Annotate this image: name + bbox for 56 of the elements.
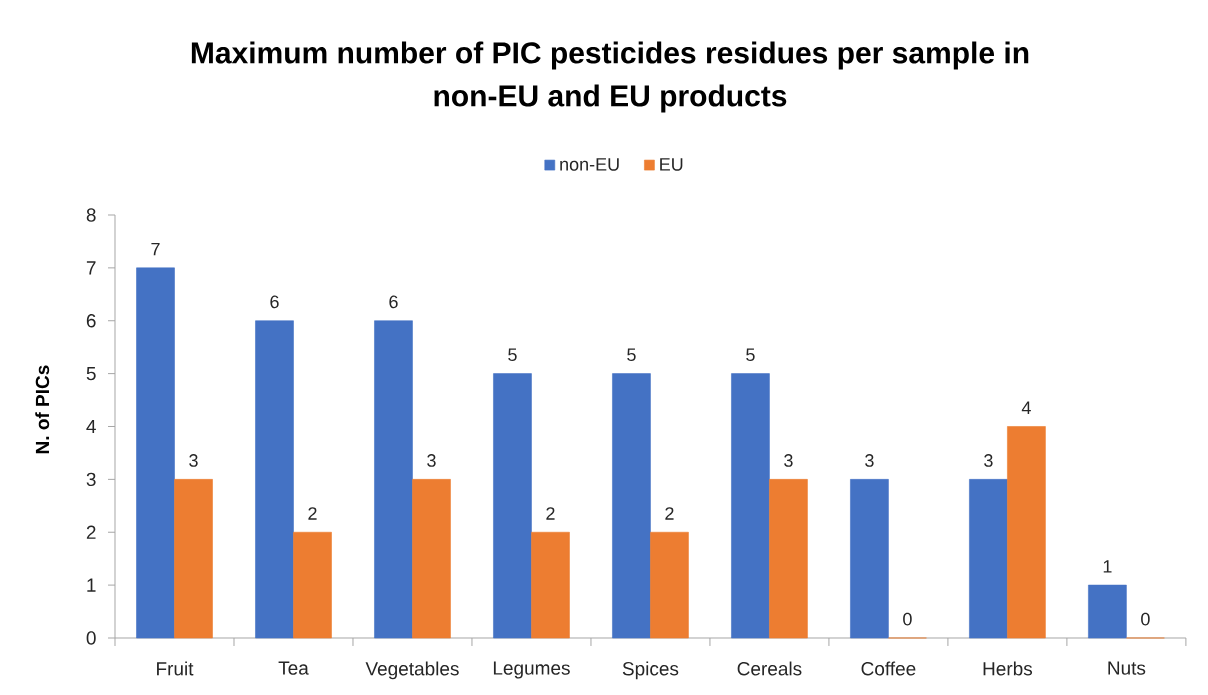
y-tick-label: 5 (86, 366, 96, 381)
bar (412, 479, 451, 639)
data-label: 2 (665, 507, 674, 520)
bar (850, 479, 889, 639)
bar (531, 531, 570, 639)
bar (731, 373, 770, 639)
y-tick-label: 1 (87, 578, 96, 592)
bar (174, 479, 213, 639)
y-tick-label: 8 (86, 208, 96, 222)
bar (293, 531, 332, 639)
bar (493, 373, 532, 639)
y-tick-label: 2 (86, 525, 96, 539)
y-axis-title: N. of PICs (35, 365, 50, 454)
bar (769, 479, 808, 639)
chart-title: Maximum number of PIC pesticides residues per sample in non-EU and EU products (191, 41, 1029, 113)
y-tick-label: 7 (86, 261, 96, 275)
data-label: 2 (546, 507, 555, 520)
x-tick-label: Nuts (1108, 661, 1146, 675)
data-label: 3 (189, 454, 198, 467)
data-label: 3 (427, 454, 436, 467)
data-label: 0 (903, 612, 912, 626)
x-tick-label: Herbs (983, 661, 1033, 676)
x-tick-label: Vegetables (365, 661, 459, 680)
x-tick-label: Tea (278, 661, 309, 675)
bar (1007, 426, 1046, 639)
x-tick-label: Coffee (861, 661, 916, 676)
data-label: 7 (151, 242, 160, 256)
data-label: 3 (984, 454, 993, 467)
data-label: 5 (627, 348, 636, 362)
data-label: 5 (508, 348, 517, 362)
data-label: 5 (746, 348, 755, 362)
data-label: 1 (1103, 560, 1112, 573)
x-tick-label: Legumes (493, 661, 570, 679)
bar (255, 320, 294, 639)
y-tick-label: 4 (86, 419, 96, 434)
bar (612, 373, 651, 639)
data-label: 6 (270, 295, 279, 309)
x-tick-label: Cereals (737, 661, 802, 676)
legend-label: non-EU (560, 158, 619, 171)
y-tick-label: 6 (86, 314, 96, 328)
x-tick-label: Fruit (157, 661, 194, 676)
y-tick-label: 3 (86, 472, 96, 487)
bar (374, 320, 413, 639)
data-label: 3 (784, 454, 793, 467)
data-label: 3 (865, 454, 874, 467)
data-label: 6 (389, 295, 398, 309)
bar (969, 479, 1008, 639)
legend-label: EU (660, 158, 683, 171)
bar (1088, 584, 1127, 639)
data-label: 0 (1141, 612, 1150, 626)
y-tick-label: 0 (86, 631, 96, 645)
data-label: 2 (308, 507, 317, 520)
data-label: 4 (1021, 401, 1031, 414)
bar (136, 267, 175, 639)
bar (650, 531, 689, 639)
x-tick-label: Spices (622, 661, 679, 680)
